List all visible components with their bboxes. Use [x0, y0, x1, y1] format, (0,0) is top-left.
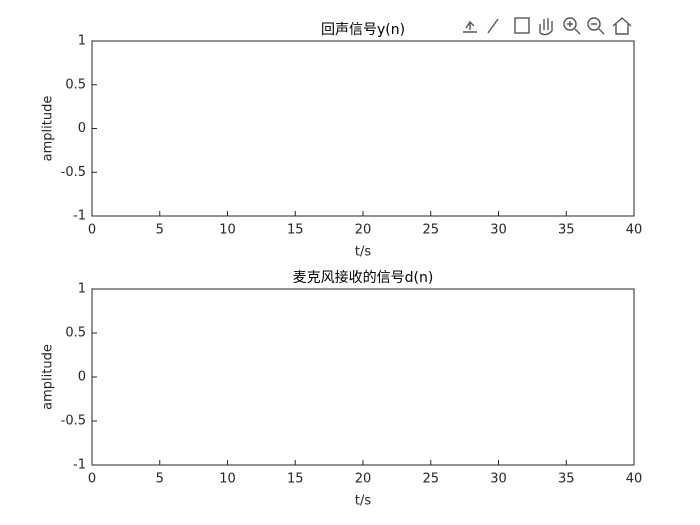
x-tick-label: 30 [490, 223, 507, 238]
export-icon[interactable] [463, 20, 477, 33]
x-tick-label: 10 [219, 223, 236, 238]
x-tick-label: 0 [88, 472, 96, 487]
y-tick-label: 1 [78, 34, 86, 49]
x-tick-label: 0 [88, 223, 96, 238]
x-tick-label: 40 [626, 223, 643, 238]
x-tick-label: 25 [422, 223, 439, 238]
y-tick-label: 0.5 [65, 326, 86, 341]
x-tick-label: 15 [287, 472, 304, 487]
y-tick-label: -1 [73, 209, 86, 224]
axes-box [91, 288, 635, 466]
y-axis-label: amplitude [41, 344, 56, 410]
brush-icon[interactable] [487, 18, 499, 34]
pan-icon[interactable] [539, 18, 553, 36]
chart-title: 麦克风接收的信号d(n) [293, 269, 434, 286]
x-tick-label: 35 [558, 472, 575, 487]
x-tick-label: 30 [490, 472, 507, 487]
axes: 0 5 10 15 20 25 30 35 40 -1 -0.5 0 0.5 1 回声信号y(n) t/s am… [41, 22, 643, 260]
y-tick-label: -0.5 [61, 414, 86, 429]
y-tick-label: 1 [78, 282, 86, 297]
y-tick-label: 0 [78, 370, 86, 385]
x-tick-label: 35 [558, 223, 575, 238]
home-icon[interactable] [612, 17, 632, 35]
y-axis-label: amplitude [41, 96, 56, 162]
y-tick-label: -1 [73, 458, 86, 473]
chart-title: 回声信号y(n) [321, 22, 405, 38]
x-tick-label: 20 [355, 223, 372, 238]
toolbar[interactable] [463, 17, 632, 36]
x-tick-label: 40 [626, 472, 643, 487]
x-tick-label: 5 [156, 223, 164, 238]
x-tick-label: 5 [156, 472, 164, 487]
zoom-in-icon[interactable] [563, 17, 577, 31]
x-tick-label: 10 [219, 472, 236, 487]
x-tick-label: 15 [287, 223, 304, 238]
axes: 0 5 10 15 20 25 30 35 40 -1 -0.5 0 0.5 1 麦克风接收的信号d(n) t… [41, 269, 643, 509]
datatip-icon[interactable] [514, 17, 530, 34]
axes-box [91, 40, 635, 217]
x-tick-label: 20 [355, 472, 372, 487]
x-axis-label: t/s [355, 245, 371, 260]
x-axis-label: t/s [355, 494, 371, 509]
zoom-out-icon[interactable] [587, 17, 601, 31]
x-tick-label: 25 [422, 472, 439, 487]
y-tick-label: 0 [78, 121, 86, 136]
y-tick-label: -0.5 [61, 165, 86, 180]
y-tick-label: 0.5 [65, 77, 86, 92]
